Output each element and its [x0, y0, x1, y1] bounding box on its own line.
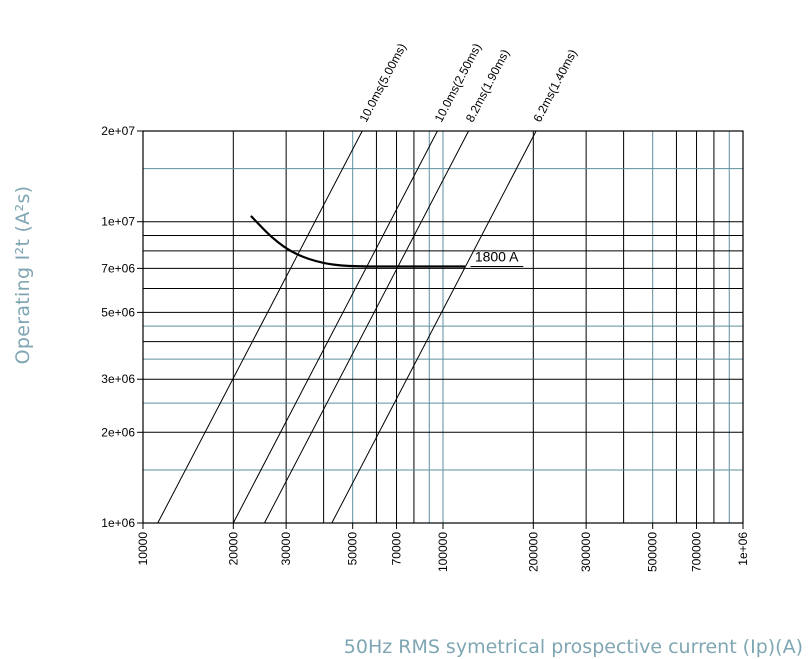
y-tick-label: 1e+06 — [101, 516, 135, 530]
x-tick-label: 300000 — [579, 532, 593, 572]
x-tick-labels: 10000 20000 30000 50000 70000 100000 200000 300… — [136, 532, 750, 572]
reference-line-label: 10.0ms(5.00ms) — [356, 41, 409, 124]
y-tick-label: 7e+06 — [101, 261, 135, 275]
axes — [137, 131, 743, 529]
series-curve-1800a — [252, 217, 465, 267]
x-tick-label: 70000 — [390, 532, 404, 566]
x-tick-label: 10000 — [136, 532, 150, 566]
series-label-1800a: 1800 A — [475, 249, 519, 265]
reference-line — [264, 131, 468, 523]
reference-line — [158, 131, 362, 523]
x-tick-label: 700000 — [690, 532, 704, 572]
x-tick-label: 50000 — [346, 532, 360, 566]
x-tick-label: 20000 — [226, 532, 240, 566]
x-axis-title: 50Hz RMS symetrical prospective current … — [344, 636, 803, 658]
y-axis-title: Operating I²t (A²s) — [12, 186, 34, 365]
x-tick-label: 100000 — [436, 532, 450, 572]
y-tick-label: 2e+07 — [101, 124, 135, 138]
y-tick-label: 2e+06 — [101, 425, 135, 439]
series: 1800 A — [252, 217, 524, 267]
x-tick-label: 1e+06 — [736, 532, 750, 566]
x-tick-label: 500000 — [646, 532, 660, 572]
grid — [143, 131, 743, 523]
x-tick-label: 30000 — [279, 532, 293, 566]
y-tick-labels: 1e+06 2e+06 3e+06 5e+06 7e+06 1e+07 2e+07 — [101, 124, 135, 530]
y-tick-label: 3e+06 — [101, 372, 135, 386]
reference-line — [233, 131, 437, 523]
y-axis-title-wrap: Operating I²t (A²s) — [8, 160, 38, 390]
reference-line — [332, 131, 536, 523]
reference-lines: 10.0ms(5.00ms) 10.0ms(2.50ms)8.2ms(1.90ms… — [158, 41, 580, 523]
reference-line-label: 6.2ms(1.40ms) — [530, 47, 579, 124]
y-tick-label: 1e+07 — [101, 215, 135, 229]
x-tick-label: 200000 — [526, 532, 540, 572]
y-tick-label: 5e+06 — [101, 305, 135, 319]
